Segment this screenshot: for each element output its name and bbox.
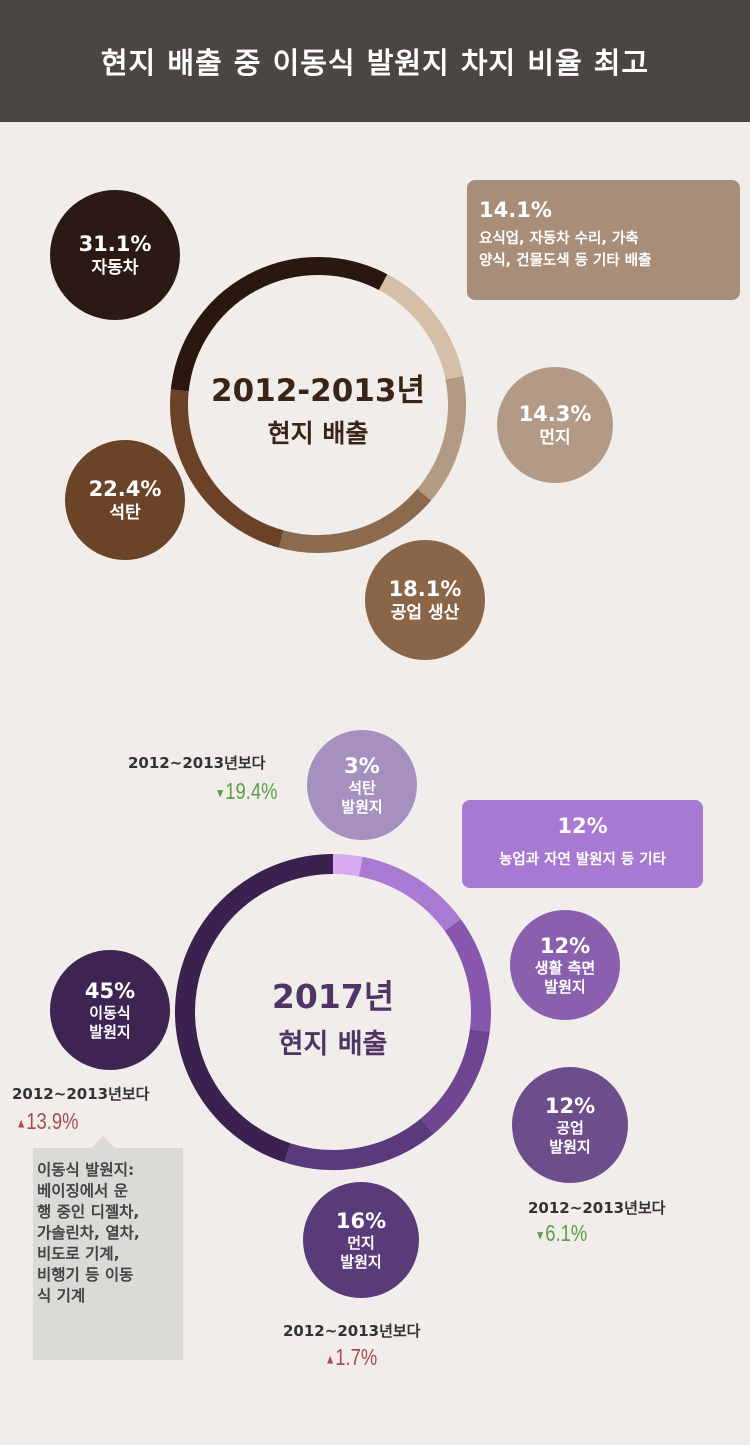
donut-2-slice-2 (358, 856, 461, 932)
bubble-industry: 18.1% 공업 생산 (365, 540, 485, 660)
donut-2-title-year: 2017년 (271, 977, 395, 1016)
bubble-living: 12% 생활 측면 발원지 (510, 910, 620, 1020)
bubble-coal: 22.4% 석탄 (65, 440, 185, 560)
donut-2-title-label: 현지 배출 (278, 1029, 388, 1060)
bubble-label: 자동차 (91, 257, 139, 278)
comparison-label: 2012~2013년보다 (128, 754, 266, 772)
donut-2-slice-1 (332, 854, 363, 877)
donut-1-slice-4 (278, 488, 432, 553)
bubble-label: 먼지 (539, 427, 571, 448)
box-pct: 12% (557, 814, 608, 838)
donut-1-slice-2 (378, 274, 464, 380)
change-dust: ▲1.7% (325, 1344, 377, 1371)
bubble-label: 공업 생산 (390, 602, 460, 623)
bubble-label: 석탄 (348, 779, 376, 798)
bubble-pct: 22.4% (88, 477, 162, 502)
bubble-pct: 18.1% (388, 577, 462, 602)
bubble-pct: 12% (544, 1094, 596, 1119)
bubble-pct: 31.1% (78, 232, 152, 257)
bubble-pct: 14.3% (518, 402, 592, 427)
bubble-coal-2017: 3% 석탄 발원지 (307, 730, 417, 840)
bubble-label: 발원지 (340, 1253, 382, 1272)
box-other-2017: 12% 농업과 자연 발원지 등 기타 (462, 800, 703, 888)
bubble-label: 발원지 (341, 798, 383, 817)
donut-2-slice-3 (444, 919, 491, 1032)
box-label-line: 요식업, 자동차 수리, 가축 (479, 231, 639, 247)
comparison-label: 2012~2013년보다 (528, 1199, 666, 1217)
change-mobile: ▲13.9% (16, 1108, 78, 1135)
page-title: 현지 배출 중 이동식 발원지 차지 비율 최고 (100, 46, 650, 80)
donut-1-slice-5 (170, 389, 284, 548)
box-label-line: 양식, 건물도색 등 기타 배출 (479, 253, 652, 270)
bubble-dust: 14.3% 먼지 (497, 367, 613, 483)
mobile-source-note: 이동식 발원지: 베이징에서 운 행 중인 디젤차, 가솔린차, 열차, 비도로… (33, 1136, 183, 1360)
note-line: 비도로 기계, (37, 1244, 120, 1263)
change-value: 1.7% (335, 1344, 378, 1370)
change-value: 6.1% (545, 1220, 588, 1246)
donut-1-title-year: 2012-2013년 (211, 373, 425, 409)
comparison-label: 2012~2013년보다 (283, 1322, 421, 1340)
note-line: 베이징에서 운 (37, 1181, 128, 1200)
box-label: 농업과 자연 발원지 등 기타 (499, 852, 666, 868)
bubble-label: 이동식 (89, 1004, 131, 1023)
down-arrow-icon: ▼ (535, 1227, 546, 1243)
donut-2-center-title: 2017년 현지 배출 (183, 970, 483, 1061)
bubble-label: 발원지 (89, 1023, 131, 1042)
up-arrow-icon: ▲ (16, 1115, 27, 1131)
box-pct: 14.1% (479, 198, 552, 222)
bubble-mobile: 45% 이동식 발원지 (50, 950, 170, 1070)
bubble-label: 석탄 (109, 502, 141, 523)
donut-1-title-label: 현지 배출 (267, 419, 369, 448)
box-label: 요식업, 자동차 수리, 가축 양식, 건물도색 등 기타 배출 (479, 228, 728, 273)
bubble-label: 발원지 (544, 978, 586, 997)
donut-1-slice-3 (417, 376, 466, 501)
bubble-label: 생활 측면 (534, 959, 596, 978)
note-line: 행 중인 디젤차, (37, 1202, 140, 1221)
change-value: 19.4% (225, 778, 278, 804)
bubble-pct: 45% (84, 979, 136, 1004)
title-bar: 현지 배출 중 이동식 발원지 차지 비율 최고 (0, 0, 750, 122)
up-arrow-icon: ▲ (325, 1351, 336, 1367)
bubble-pct: 16% (335, 1209, 387, 1234)
note-line: 가솔린차, 열차, (37, 1223, 140, 1242)
donut-1-center-title: 2012-2013년 현지 배출 (168, 365, 468, 450)
box-other-emissions: 14.1% 요식업, 자동차 수리, 가축 양식, 건물도색 등 기타 배출 (467, 180, 740, 300)
donut-2-slice-4 (420, 1029, 490, 1134)
bubble-pct: 3% (344, 754, 380, 779)
donut-1-slice-1 (170, 257, 388, 392)
bubble-label: 먼지 (347, 1234, 375, 1253)
note-line: 이동식 발원지: (37, 1161, 135, 1179)
donut-2-slice-5 (284, 1118, 434, 1170)
bubble-pct: 12% (539, 934, 591, 959)
bubble-label: 공업 (556, 1119, 584, 1138)
donut-2-slice-6 (175, 854, 334, 1163)
change-industry: ▼6.1% (535, 1220, 587, 1247)
bubble-industry-2017: 12% 공업 발원지 (512, 1067, 628, 1183)
down-arrow-icon: ▼ (215, 785, 226, 801)
note-line: 식 기계 (37, 1286, 86, 1305)
change-value: 13.9% (26, 1108, 79, 1134)
note-line: 비행기 등 이동 (37, 1265, 134, 1284)
comparison-label: 2012~2013년보다 (12, 1085, 150, 1103)
bubble-car: 31.1% 자동차 (50, 190, 180, 320)
bubble-label: 발원지 (549, 1138, 591, 1157)
bubble-dust-2017: 16% 먼지 발원지 (303, 1182, 419, 1298)
change-coal: ▼19.4% (215, 778, 277, 805)
